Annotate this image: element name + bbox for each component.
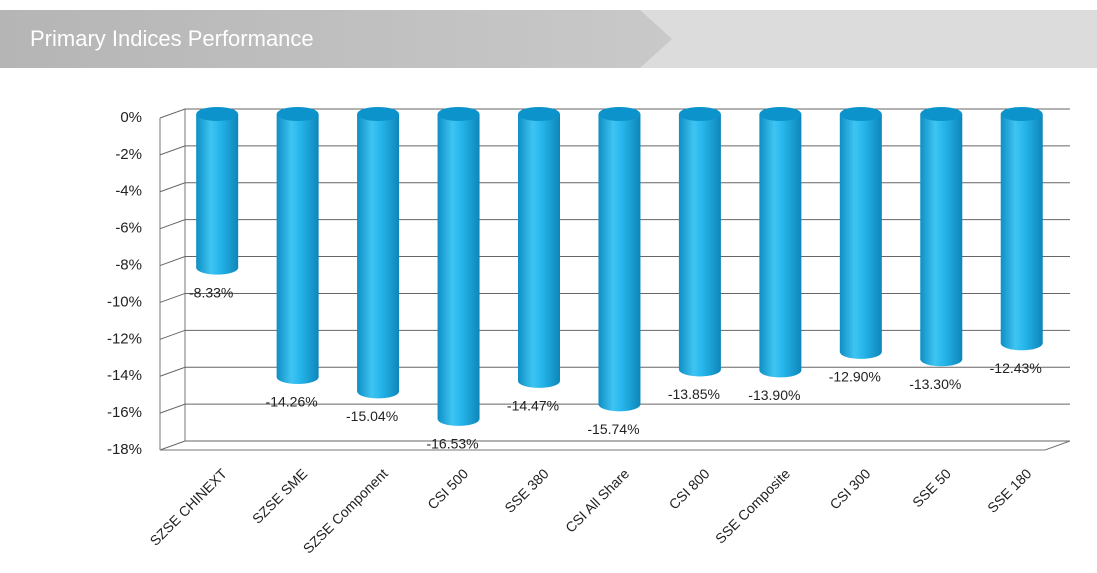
bar: [839, 107, 882, 359]
chart: 0% -2% -4% -6% -8% -10% -12% -14% -16% -18% -8.33%…: [107, 107, 1071, 557]
header-arrow: [0, 10, 672, 68]
bar-body: [1000, 114, 1043, 344]
bar-top: [839, 107, 882, 121]
bar-top: [1000, 107, 1043, 121]
data-label: -14.47%: [507, 398, 559, 414]
data-label: -8.33%: [189, 284, 233, 300]
grid-line: [159, 403, 1070, 414]
bar: [598, 107, 641, 412]
bar-body: [196, 114, 239, 268]
bar-body: [920, 114, 963, 360]
y-tick-label: -4%: [115, 183, 142, 200]
bar-top: [357, 107, 400, 121]
bar-body: [678, 114, 721, 370]
data-label: -13.90%: [748, 387, 800, 403]
bar: [437, 107, 480, 426]
y-tick-label: -2%: [115, 146, 142, 163]
bar-body: [759, 114, 802, 371]
data-label: -12.43%: [990, 360, 1042, 376]
bar: [276, 107, 319, 385]
x-tick-label: SSE 380: [501, 465, 552, 516]
bar-top: [678, 107, 721, 121]
bar: [920, 107, 963, 367]
y-tick-label: -18%: [107, 441, 142, 458]
x-tick-label: SSE 180: [984, 465, 1035, 516]
bar-bottom: [839, 344, 882, 359]
data-label: -15.74%: [587, 421, 639, 437]
bar: [357, 107, 400, 399]
bar-top: [518, 107, 560, 121]
y-tick-label: -12%: [107, 330, 142, 347]
bar-body: [437, 114, 480, 419]
bar-bottom: [437, 411, 480, 426]
bar-bottom: [276, 370, 319, 385]
x-tick-label: CSI 500: [424, 465, 471, 512]
bar-bottom: [1000, 336, 1043, 351]
x-tick-label: CSI 800: [666, 465, 713, 512]
bar-top: [196, 107, 239, 121]
bar-bottom: [196, 260, 239, 275]
x-tick-label: SZSE Component: [300, 465, 391, 556]
bar-body: [357, 114, 400, 392]
bar: [678, 107, 721, 377]
x-tick-label: SZSE CHINEXT: [147, 465, 231, 549]
x-tick-label: SZSE SME: [249, 465, 310, 526]
y-tick-label: -8%: [115, 257, 142, 274]
data-label: -16.53%: [426, 436, 478, 452]
bar-bottom: [759, 363, 802, 378]
y-tick-label: -14%: [107, 367, 142, 384]
data-label: -12.90%: [829, 369, 881, 385]
bar-bottom: [598, 397, 641, 412]
bar-body: [598, 114, 641, 405]
bar-bottom: [357, 384, 400, 399]
bar-top: [759, 107, 802, 121]
y-tick-label: 0%: [120, 109, 142, 126]
bar-body: [276, 114, 319, 378]
bar-body: [839, 114, 882, 352]
bar-top: [598, 107, 641, 121]
bar-top: [276, 107, 319, 121]
grid-line: [159, 440, 1070, 451]
bar: [1000, 107, 1043, 351]
bar-bottom: [920, 352, 963, 367]
bar-top: [437, 107, 480, 121]
y-tick-label: -6%: [115, 220, 142, 237]
x-tick-label: SSE 50: [909, 465, 954, 510]
floor-edge: [1044, 440, 1071, 451]
data-label: -14.26%: [266, 394, 318, 410]
header-title: Primary Indices Performance: [30, 26, 314, 51]
bar-top: [920, 107, 963, 121]
bar-bottom: [518, 373, 560, 388]
y-tick-label: -10%: [107, 293, 142, 310]
bar: [518, 107, 560, 388]
data-label: -13.85%: [668, 386, 720, 402]
bar: [759, 107, 802, 378]
x-tick-label: CSI 300: [826, 465, 873, 512]
bar-bottom: [678, 362, 721, 377]
bar: [196, 107, 239, 275]
y-tick-label: -16%: [107, 404, 142, 421]
data-label: -15.04%: [346, 408, 398, 424]
bar-body: [518, 114, 560, 381]
x-tick-label: CSI All Share: [562, 465, 632, 535]
x-tick-label: SSE Composite: [712, 465, 793, 546]
data-label: -13.30%: [909, 376, 961, 392]
